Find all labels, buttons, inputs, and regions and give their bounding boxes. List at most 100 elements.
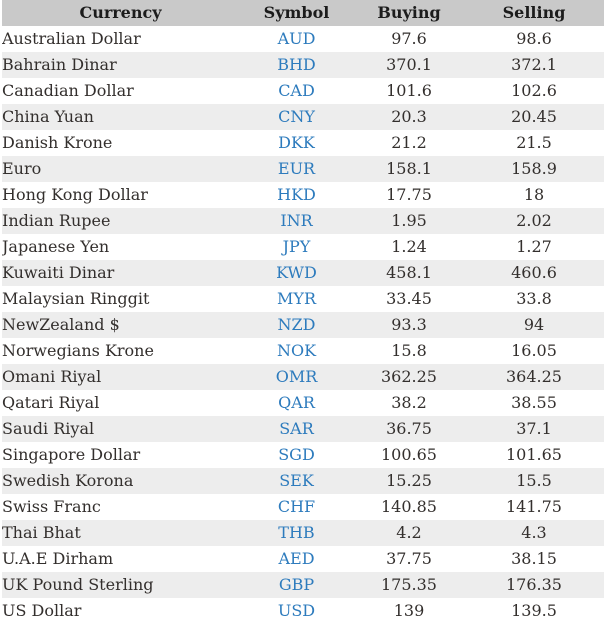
currency-cell: Singapore Dollar: [2, 445, 141, 464]
symbol-link[interactable]: HKD: [277, 185, 316, 204]
buying-cell: 37.75: [386, 549, 432, 568]
table-row: Hong Kong Dollar HKD 17.75 18: [2, 182, 604, 208]
symbol-link[interactable]: INR: [280, 211, 313, 230]
symbol-link[interactable]: CAD: [278, 81, 315, 100]
currency-cell: Bahrain Dinar: [2, 55, 117, 74]
selling-cell: 364.25: [506, 367, 562, 386]
buying-cell: 158.1: [386, 159, 432, 178]
buying-cell: 1.24: [391, 237, 427, 256]
buying-cell: 139: [393, 601, 425, 620]
table-row: Malaysian Ringgit MYR 33.45 33.8: [2, 286, 604, 312]
symbol-link[interactable]: MYR: [277, 289, 316, 308]
table-row: Canadian Dollar CAD 101.6 102.6: [2, 78, 604, 104]
selling-cell: 94: [523, 315, 545, 334]
selling-cell: 37.1: [516, 419, 552, 438]
symbol-link[interactable]: SGD: [278, 445, 315, 464]
currency-cell: China Yuan: [2, 107, 94, 126]
col-header-selling: Selling: [464, 0, 604, 26]
buying-cell: 1.95: [391, 211, 427, 230]
selling-cell: 38.15: [511, 549, 557, 568]
symbol-link[interactable]: AED: [278, 549, 315, 568]
symbol-link[interactable]: SAR: [279, 419, 314, 438]
selling-cell: 1.27: [516, 237, 552, 256]
buying-cell: 15.25: [386, 471, 432, 490]
symbol-link[interactable]: CHF: [277, 497, 316, 516]
table-row: Japanese Yen JPY 1.24 1.27: [2, 234, 604, 260]
table-row: Norwegians Krone NOK 15.8 16.05: [2, 338, 604, 364]
table-row: Qatari Riyal QAR 38.2 38.55: [2, 390, 604, 416]
selling-cell: 139.5: [511, 601, 557, 620]
currency-cell: Saudi Riyal: [2, 419, 95, 438]
symbol-link[interactable]: AUD: [277, 29, 316, 48]
buying-cell: 370.1: [386, 55, 432, 74]
symbol-link[interactable]: THB: [278, 523, 315, 542]
selling-cell: 18: [523, 185, 545, 204]
buying-cell: 17.75: [386, 185, 432, 204]
symbol-link[interactable]: SEK: [279, 471, 314, 490]
table-row: Omani Riyal OMR 362.25 364.25: [2, 364, 604, 390]
selling-cell: 101.65: [506, 445, 562, 464]
selling-cell: 2.02: [516, 211, 552, 230]
selling-cell: 16.05: [511, 341, 557, 360]
buying-cell: 38.2: [391, 393, 427, 412]
table-row: Indian Rupee INR 1.95 2.02: [2, 208, 604, 234]
symbol-link[interactable]: EUR: [277, 159, 316, 178]
selling-cell: 38.55: [511, 393, 557, 412]
symbol-link[interactable]: CNY: [278, 107, 315, 126]
currency-cell: Thai Bhat: [2, 523, 81, 542]
table-row: Thai Bhat THB 4.2 4.3: [2, 520, 604, 546]
selling-cell: 33.8: [516, 289, 552, 308]
symbol-link[interactable]: KWD: [276, 263, 317, 282]
symbol-link[interactable]: DKK: [278, 133, 315, 152]
buying-cell: 21.2: [391, 133, 427, 152]
symbol-link[interactable]: GBP: [278, 575, 315, 594]
symbol-link[interactable]: NOK: [276, 341, 317, 360]
selling-cell: 102.6: [511, 81, 557, 100]
currency-cell: Kuwaiti Dinar: [2, 263, 115, 282]
currency-cell: Danish Krone: [2, 133, 113, 152]
selling-cell: 158.9: [511, 159, 557, 178]
table-row: Danish Krone DKK 21.2 21.5: [2, 130, 604, 156]
selling-cell: 15.5: [516, 471, 552, 490]
table-row: Kuwaiti Dinar KWD 458.1 460.6: [2, 260, 604, 286]
table-row: NewZealand $ NZD 93.3 94: [2, 312, 604, 338]
currency-cell: Japanese Yen: [2, 237, 110, 256]
buying-cell: 97.6: [391, 29, 427, 48]
selling-cell: 460.6: [511, 263, 557, 282]
header-row: Currency Symbol Buying Selling: [2, 0, 604, 26]
symbol-link[interactable]: NZD: [277, 315, 316, 334]
buying-cell: 175.35: [381, 575, 437, 594]
currency-cell: Norwegians Krone: [2, 341, 154, 360]
table-row: U.A.E Dirham AED 37.75 38.15: [2, 546, 604, 572]
table-row: US Dollar USD 139 139.5: [2, 598, 604, 624]
symbol-link[interactable]: USD: [277, 601, 316, 620]
symbol-link[interactable]: JPY: [282, 237, 311, 256]
symbol-link[interactable]: BHD: [277, 55, 316, 74]
currency-cell: Omani Riyal: [2, 367, 102, 386]
table-row: Singapore Dollar SGD 100.65 101.65: [2, 442, 604, 468]
symbol-link[interactable]: QAR: [278, 393, 315, 412]
selling-cell: 20.45: [511, 107, 557, 126]
col-header-currency: Currency: [2, 0, 239, 26]
table-row: UK Pound Sterling GBP 175.35 176.35: [2, 572, 604, 598]
table-row: Swedish Korona SEK 15.25 15.5: [2, 468, 604, 494]
buying-cell: 33.45: [386, 289, 432, 308]
currency-cell: U.A.E Dirham: [2, 549, 114, 568]
selling-cell: 141.75: [506, 497, 562, 516]
col-header-buying: Buying: [354, 0, 464, 26]
table-body: Australian Dollar AUD 97.6 98.6 Bahrain Dina…: [2, 26, 604, 624]
currency-cell: Australian Dollar: [2, 29, 141, 48]
currency-cell: US Dollar: [2, 601, 82, 620]
buying-cell: 4.2: [396, 523, 422, 542]
buying-cell: 20.3: [391, 107, 427, 126]
buying-cell: 36.75: [386, 419, 432, 438]
buying-cell: 458.1: [386, 263, 432, 282]
selling-cell: 176.35: [506, 575, 562, 594]
currency-cell: UK Pound Sterling: [2, 575, 154, 594]
table-row: Euro EUR 158.1 158.9: [2, 156, 604, 182]
symbol-link[interactable]: OMR: [275, 367, 318, 386]
currency-cell: Hong Kong Dollar: [2, 185, 148, 204]
buying-cell: 93.3: [391, 315, 427, 334]
